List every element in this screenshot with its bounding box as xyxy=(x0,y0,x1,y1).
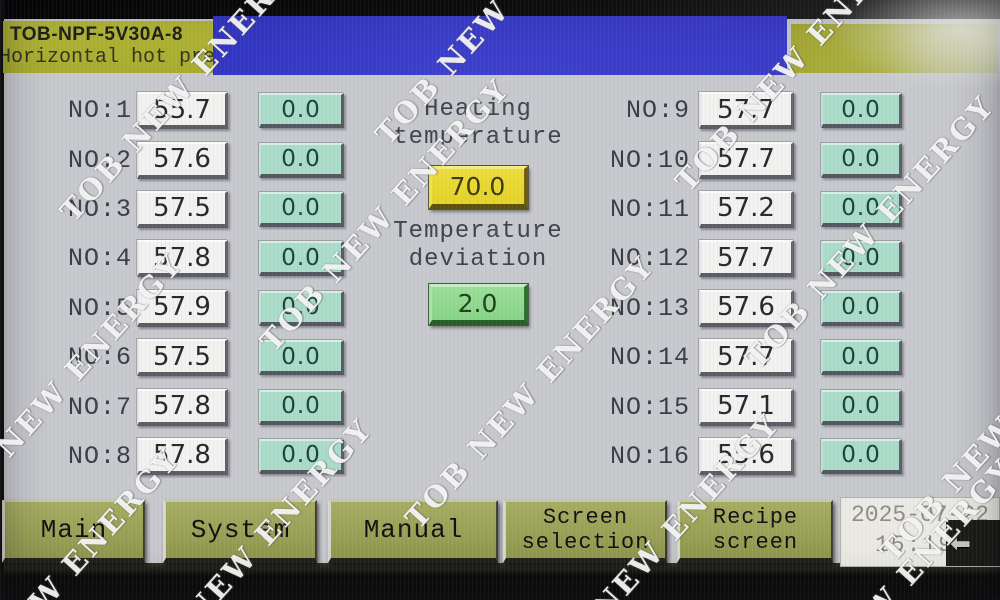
channel-row: NO:6 57.5 0.0 xyxy=(28,333,358,382)
output-display: 0.0 xyxy=(821,142,902,178)
temperature-display: 57.7 xyxy=(699,339,794,377)
output-display: 0.0 xyxy=(259,241,344,277)
temperature-display: 57.5 xyxy=(137,339,228,377)
temperature-display: 57.9 xyxy=(137,289,228,327)
output-display: 0.0 xyxy=(821,290,902,326)
temperature-display: 57.8 xyxy=(137,437,228,475)
channel-label: NO:10 xyxy=(609,145,690,175)
temperature-display: 57.6 xyxy=(137,141,228,179)
channel-row: NO:15 57.1 0.0 xyxy=(602,382,928,431)
channel-label: NO:7 xyxy=(67,392,132,422)
temperature-display: 57.7 xyxy=(699,240,794,278)
bezel-top xyxy=(0,0,1000,19)
channel-row: NO:1 55.7 0.0 xyxy=(28,86,358,135)
channel-row: NO:16 55.6 0.0 xyxy=(602,432,928,481)
recipe-screen-button[interactable]: Recipe screen xyxy=(677,500,833,563)
channel-column-right: NO:9 57.7 0.0 NO:10 57.7 0.0 NO:11 57.2 0.0 NO… xyxy=(602,86,928,481)
output-display: 0.0 xyxy=(821,191,902,227)
channel-label: NO:9 xyxy=(625,96,690,126)
manual-button[interactable]: Manual xyxy=(328,500,498,563)
output-display: 0.0 xyxy=(259,142,344,178)
output-display: 0.0 xyxy=(259,438,344,474)
screen-selection-button[interactable]: Screen selection xyxy=(503,500,667,563)
system-button[interactable]: System xyxy=(163,500,317,563)
channel-label: NO:3 xyxy=(67,194,132,224)
output-display: 0.0 xyxy=(259,290,344,326)
channel-row: NO:5 57.9 0.0 xyxy=(28,284,358,333)
output-display: 0.0 xyxy=(259,93,344,129)
output-display: 0.0 xyxy=(821,241,902,277)
time-display: 15:19 xyxy=(875,532,955,558)
output-display: 0.0 xyxy=(821,340,902,376)
channel-row: NO:11 57.2 0.0 xyxy=(602,185,928,234)
temperature-display: 57.5 xyxy=(137,190,228,228)
channel-row: NO:2 57.6 0.0 xyxy=(28,135,358,184)
channel-label: NO:11 xyxy=(609,194,690,224)
header-right-panel xyxy=(791,24,998,73)
back-arrow-icon[interactable]: ⬅ xyxy=(950,528,971,558)
channel-label: NO:12 xyxy=(609,244,690,274)
channel-label: NO:16 xyxy=(609,441,690,471)
channel-row: NO:8 57.8 0.0 xyxy=(28,432,358,481)
channel-row: NO:13 57.6 0.0 xyxy=(602,284,928,333)
channel-label: NO:15 xyxy=(609,392,690,422)
channel-row: NO:12 57.7 0.0 xyxy=(602,234,928,283)
temperature-display: 57.2 xyxy=(699,190,794,228)
machine-name: Horizontal hot press xyxy=(3,46,213,69)
bezel-bottom xyxy=(0,563,1000,600)
settings-panel: Heating temperature 70.0 Temperature dev… xyxy=(383,96,573,325)
machine-title-box: TOB-NPF-5V30A-8 Horizontal hot press xyxy=(3,21,213,73)
channel-column-left: NO:1 55.7 0.0 NO:2 57.6 0.0 NO:3 57.5 0.0 NO:4… xyxy=(28,86,358,481)
channel-row: NO:14 57.7 0.0 xyxy=(602,333,928,382)
channel-label: NO:13 xyxy=(609,293,690,323)
temperature-display: 57.8 xyxy=(137,240,228,278)
channel-row: NO:3 57.5 0.0 xyxy=(28,185,358,234)
channel-label: NO:4 xyxy=(67,244,132,274)
output-display: 0.0 xyxy=(821,438,902,474)
temperature-display: 55.6 xyxy=(699,437,794,475)
channel-label: NO:8 xyxy=(67,441,132,471)
channel-label: NO:5 xyxy=(67,293,132,323)
channel-row: NO:7 57.8 0.0 xyxy=(28,382,358,431)
output-display: 0.0 xyxy=(259,191,344,227)
bezel-corner: ⬅ xyxy=(946,520,1000,566)
channel-row: NO:10 57.7 0.0 xyxy=(602,135,928,184)
channel-label: NO:2 xyxy=(67,145,132,175)
output-display: 0.0 xyxy=(259,340,344,376)
main-button[interactable]: Main xyxy=(2,500,145,563)
channel-row: NO:9 57.7 0.0 xyxy=(602,86,928,135)
temperature-display: 57.7 xyxy=(699,141,794,179)
temperature-display: 57.7 xyxy=(699,92,794,130)
temperature-display: 57.1 xyxy=(699,388,794,426)
channel-label: NO:6 xyxy=(67,343,132,373)
temperature-deviation-setpoint[interactable]: 2.0 xyxy=(428,284,528,325)
output-display: 0.0 xyxy=(821,389,902,425)
channel-label: NO:14 xyxy=(609,343,690,373)
bezel-left xyxy=(0,0,4,600)
channel-label: NO:1 xyxy=(67,96,132,126)
channel-row: NO:4 57.8 0.0 xyxy=(28,234,358,283)
model-number: TOB-NPF-5V30A-8 xyxy=(10,24,183,45)
output-display: 0.0 xyxy=(821,93,902,129)
temperature-display: 57.8 xyxy=(137,388,228,426)
temperature-deviation-label: Temperature deviation xyxy=(393,218,563,273)
heating-temperature-label: Heating temperature xyxy=(393,96,563,151)
temperature-display: 55.7 xyxy=(137,92,228,130)
heating-temperature-setpoint[interactable]: 70.0 xyxy=(428,166,528,209)
header-banner xyxy=(213,16,787,75)
output-display: 0.0 xyxy=(259,389,344,425)
temperature-display: 57.6 xyxy=(699,289,794,327)
